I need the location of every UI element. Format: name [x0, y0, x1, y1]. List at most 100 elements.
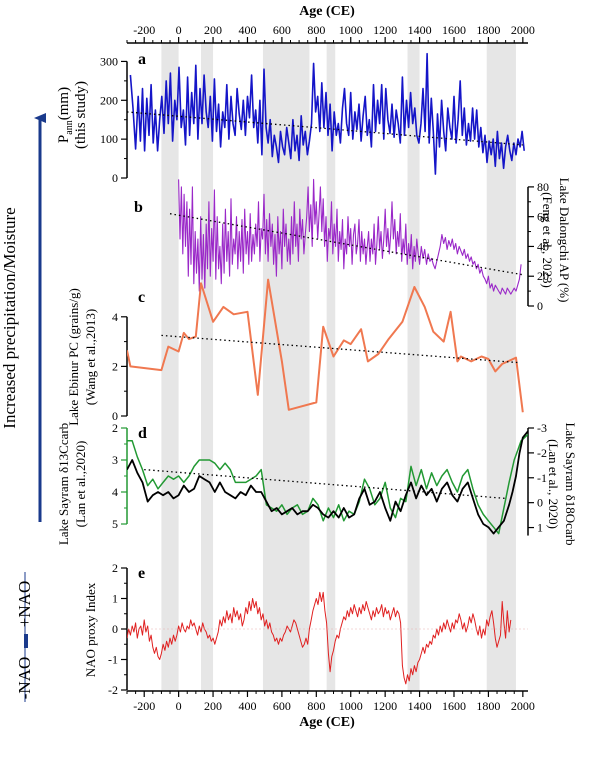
y-axis-title-a-line-2: (this study) [73, 81, 89, 149]
y-axis-title-b: Lake Dalongchi AP (%)(Feng et al., 2023) [540, 178, 572, 303]
top-x-tick-label: 1800 [476, 23, 500, 37]
trend-line-d [144, 468, 506, 500]
nao-plus-text: +NAO [15, 581, 34, 627]
bottom-x-tick-label: 1400 [408, 699, 432, 713]
y-axis-title-c-line-2: (Wang et al.,2013) [83, 309, 98, 405]
right-y-tick-label-d: -1 [537, 471, 547, 485]
left-y-tick-label-c: 0 [112, 409, 118, 423]
nao-plus-label: +NAO [15, 581, 34, 627]
top-x-tick-label: -200 [133, 23, 155, 37]
moisture-arrow: Increased precipitation/Moisture -NAO +NAO [0, 113, 46, 702]
top-x-tick-label: 0 [176, 23, 182, 37]
top-x-tick-label: 400 [238, 23, 256, 37]
left-y-tick-label-a: 200 [100, 93, 118, 107]
shaded-interval-4 [326, 43, 336, 691]
y-axis-title-d-right-line-2: (Lan et al., 2020) [546, 439, 561, 529]
left-y-tick-label-a: 300 [100, 54, 118, 68]
top-x-tick-label: 200 [204, 23, 222, 37]
y-axis-title-e: NAO proxy Index [83, 582, 98, 677]
left-y-tick-label-e: 2 [112, 561, 118, 575]
series-line-e-1 [127, 591, 512, 685]
bottom-x-tick-label: 1800 [476, 699, 500, 713]
left-y-tick-label-a: 0 [112, 171, 118, 185]
top-x-tick-label: 1200 [373, 23, 397, 37]
y-axis-title-c-line-1: Lake Ebinur PC (grains/g) [66, 288, 81, 426]
right-y-tick-label-d: -3 [537, 421, 547, 435]
top-x-axis-title: Age (CE) [299, 4, 355, 19]
y-axis-title-a-line-1: Pann(mm) [56, 87, 75, 143]
shaded-interval-2 [201, 43, 214, 691]
left-y-tick-label-d: 3 [112, 453, 118, 467]
left-y-tick-label-e: 0 [112, 622, 118, 636]
panel-label-d: d [138, 425, 147, 442]
moisture-arrow-label: Increased precipitation/Moisture [0, 207, 19, 428]
trend-line-b [169, 213, 523, 276]
shaded-interval-5 [407, 43, 420, 691]
top-x-tick-label: 2000 [511, 23, 535, 37]
y-axis-title-a-sub: ann [64, 120, 75, 134]
bottom-x-tick-label: 800 [307, 699, 325, 713]
left-y-tick-label-c: 4 [112, 310, 118, 324]
y-axis-title-d-right: Lake Sayram δ18Ocarb(Lan et al., 2020) [546, 422, 578, 545]
panel-label-e: e [138, 565, 145, 582]
left-y-tick-label-c: 2 [112, 359, 118, 373]
right-y-tick-label-b: 40 [537, 239, 549, 253]
bottom-x-tick-label: 1600 [442, 699, 466, 713]
top-x-tick-label: 800 [307, 23, 325, 37]
shaded-interval-1 [161, 43, 179, 691]
shaded-intervals [161, 43, 516, 691]
y-axis-title-d-left: Lake Sayram δ13Ccarb (Lan et al.,2020) [56, 423, 88, 545]
panel-label-b: b [134, 199, 143, 216]
y-axis-title-a-main: P [56, 135, 72, 143]
trend-line-c [161, 334, 520, 364]
nao-minus-label: -NAO [15, 657, 34, 700]
moisture-arrow-text: Increased precipitation/Moisture [0, 207, 19, 428]
series-line-b-1 [178, 178, 522, 295]
trend-line-a [127, 111, 523, 146]
y-axis-title-a-unit: (mm) [56, 87, 72, 120]
y-axis-title-d-left-line-2: (Lan et al.,2020) [73, 441, 88, 528]
left-y-tick-label-a: 100 [100, 132, 118, 146]
right-y-tick-label-b: 0 [537, 299, 543, 313]
left-y-tick-label-d: 5 [112, 517, 118, 531]
y-axis-title-b-line-1: Lake Dalongchi AP (%) [557, 178, 572, 303]
top-x-tick-label: 1000 [339, 23, 363, 37]
y-axis-title-d-right-line-1: Lake Sayram δ18Ocarb [563, 422, 578, 545]
nao-minus-text: -NAO [15, 657, 34, 700]
left-y-tick-label-e: -2 [108, 683, 118, 697]
series-lines [127, 52, 528, 685]
bottom-x-tick-label: 1000 [339, 699, 363, 713]
axis-labels: -200-20000200200400400600600800800100010… [56, 4, 578, 730]
left-y-tick-label-e: -1 [108, 653, 118, 667]
bottom-x-tick-label: 0 [176, 699, 182, 713]
panel-label-c: c [138, 289, 145, 306]
y-axis-title-e-line-1: NAO proxy Index [83, 582, 98, 677]
top-x-tick-label: 1400 [408, 23, 432, 37]
bottom-x-tick-label: 400 [238, 699, 256, 713]
axes [121, 37, 534, 697]
left-y-tick-label-e: 1 [112, 592, 118, 606]
top-x-tick-label: 1600 [442, 23, 466, 37]
series-line-a-1 [129, 52, 525, 175]
right-y-tick-label-d: 1 [537, 521, 543, 535]
shaded-interval-3 [262, 43, 310, 691]
y-axis-title-a: Pann(mm) (this study) [56, 81, 89, 149]
y-axis-title-b-line-2: (Feng et al., 2023) [540, 192, 555, 288]
series-line-d-2 [127, 430, 528, 535]
bottom-x-tick-label: 1200 [373, 699, 397, 713]
bottom-x-tick-label: 2000 [511, 699, 535, 713]
series-line-c-1 [127, 278, 524, 413]
panel-label-a: a [138, 51, 146, 68]
bottom-x-tick-label: -200 [133, 699, 155, 713]
right-y-tick-label-b: 60 [537, 210, 549, 224]
bottom-x-tick-label: 600 [273, 699, 291, 713]
series-line-d-1 [127, 433, 528, 535]
shaded-interval-6 [486, 43, 516, 691]
right-y-tick-label-b: 20 [537, 269, 549, 283]
left-y-tick-label-d: 4 [112, 485, 118, 499]
right-y-tick-label-b: 80 [537, 180, 549, 194]
top-x-tick-label: 600 [273, 23, 291, 37]
left-y-tick-label-d: 2 [112, 421, 118, 435]
y-axis-title-c: Lake Ebinur PC (grains/g) (Wang et al.,20… [66, 288, 98, 426]
